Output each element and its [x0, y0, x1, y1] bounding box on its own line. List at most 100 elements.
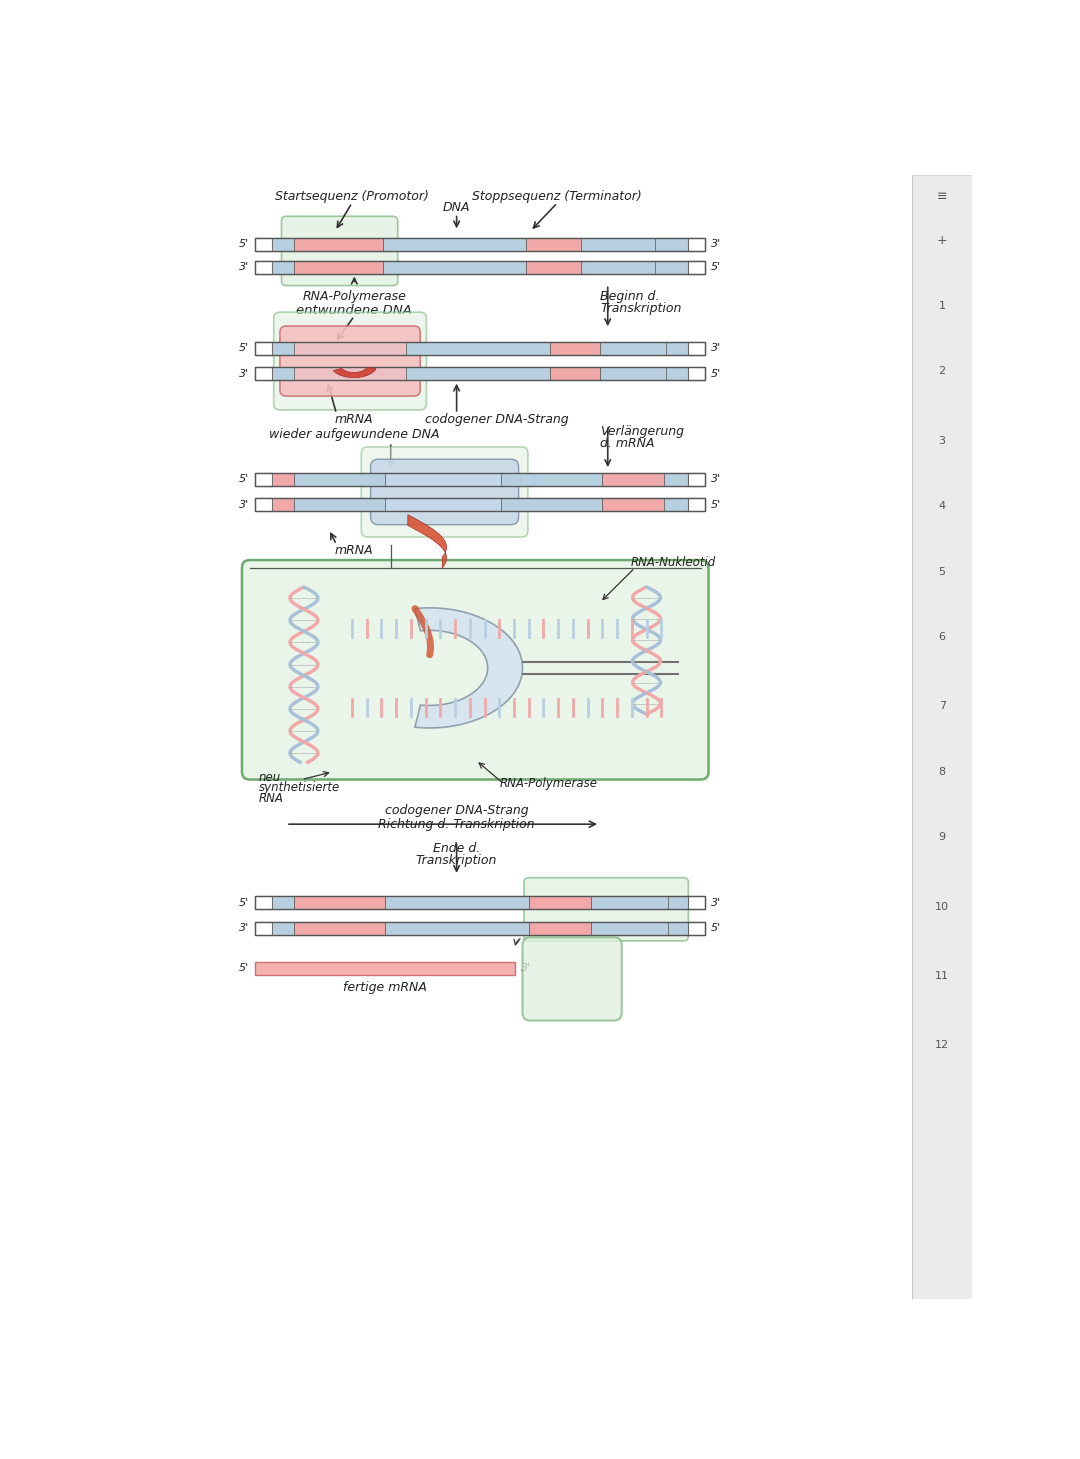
- Bar: [406, 341, 550, 355]
- Bar: [688, 261, 704, 274]
- Text: 1: 1: [939, 301, 946, 311]
- Text: fertige mRNA: fertige mRNA: [343, 980, 427, 994]
- Text: 5': 5': [239, 239, 248, 249]
- Bar: [294, 896, 386, 909]
- Text: 3': 3': [239, 263, 248, 273]
- Text: entwundene DNA: entwundene DNA: [296, 303, 413, 317]
- Bar: [688, 922, 704, 935]
- Bar: [255, 261, 704, 274]
- Text: 6: 6: [939, 632, 946, 642]
- Text: codogener DNA-Strang: codogener DNA-Strang: [426, 413, 569, 426]
- Bar: [526, 261, 581, 274]
- Bar: [255, 238, 704, 251]
- Bar: [255, 341, 704, 355]
- Text: 5': 5': [239, 963, 248, 973]
- Bar: [602, 498, 663, 511]
- FancyBboxPatch shape: [273, 312, 427, 410]
- Bar: [255, 473, 704, 486]
- Text: 8: 8: [939, 767, 946, 776]
- Text: synthetisierte: synthetisierte: [259, 782, 340, 795]
- Bar: [501, 498, 602, 511]
- Bar: [294, 238, 383, 251]
- Text: RNA-Nukleotid: RNA-Nukleotid: [631, 556, 716, 569]
- Bar: [294, 922, 386, 935]
- Bar: [255, 368, 272, 381]
- Polygon shape: [408, 515, 446, 568]
- Bar: [688, 238, 704, 251]
- Bar: [255, 261, 272, 274]
- Text: 5': 5': [239, 343, 248, 353]
- Bar: [255, 473, 704, 486]
- Text: ≡: ≡: [937, 190, 947, 203]
- Text: 3': 3': [239, 499, 248, 509]
- Bar: [688, 473, 704, 486]
- Text: 3': 3': [239, 924, 248, 934]
- Bar: [501, 473, 602, 486]
- Bar: [255, 896, 704, 909]
- Bar: [255, 498, 704, 511]
- Text: 3: 3: [939, 436, 946, 446]
- Text: 5': 5': [239, 897, 248, 907]
- Bar: [688, 341, 704, 355]
- Text: Ende d.: Ende d.: [433, 842, 481, 855]
- Bar: [272, 473, 294, 486]
- Text: Verlängerung: Verlängerung: [600, 425, 684, 438]
- Text: 3': 3': [711, 474, 721, 484]
- Text: codogener DNA-Strang: codogener DNA-Strang: [384, 804, 528, 817]
- Bar: [294, 473, 386, 486]
- Text: 5': 5': [711, 499, 721, 509]
- Bar: [255, 341, 272, 355]
- FancyBboxPatch shape: [282, 216, 397, 286]
- Text: Richtung d. Transkription: Richtung d. Transkription: [378, 817, 535, 830]
- Bar: [581, 261, 656, 274]
- Bar: [526, 238, 581, 251]
- Text: RNA-Polymerase: RNA-Polymerase: [302, 290, 406, 303]
- FancyBboxPatch shape: [523, 937, 622, 1020]
- Bar: [386, 896, 529, 909]
- Text: RNA-Polymerase: RNA-Polymerase: [499, 776, 597, 789]
- Bar: [272, 498, 294, 511]
- FancyBboxPatch shape: [242, 560, 708, 779]
- Bar: [591, 896, 669, 909]
- Bar: [600, 368, 666, 381]
- Bar: [272, 238, 294, 251]
- Bar: [255, 498, 704, 511]
- Text: 5': 5': [239, 474, 248, 484]
- Text: 5': 5': [711, 369, 721, 379]
- Text: neu: neu: [259, 770, 281, 783]
- Text: 12: 12: [935, 1040, 949, 1050]
- Polygon shape: [334, 368, 376, 378]
- Text: Startsequenz (Promotor): Startsequenz (Promotor): [275, 190, 429, 203]
- Bar: [255, 368, 704, 381]
- Text: Beginn d.: Beginn d.: [600, 290, 660, 303]
- Text: Transkription: Transkription: [600, 302, 681, 315]
- Text: 3': 3': [239, 369, 248, 379]
- Text: 5: 5: [939, 566, 946, 576]
- Bar: [255, 896, 704, 909]
- Bar: [255, 961, 515, 975]
- Text: 9: 9: [939, 832, 946, 842]
- Bar: [688, 896, 704, 909]
- Bar: [255, 922, 272, 935]
- Text: 7: 7: [939, 702, 946, 712]
- Text: 3': 3': [711, 343, 721, 353]
- Text: 2: 2: [939, 366, 946, 376]
- Bar: [600, 341, 666, 355]
- Bar: [688, 498, 704, 511]
- Bar: [550, 341, 600, 355]
- Bar: [272, 261, 294, 274]
- Bar: [255, 368, 704, 381]
- Bar: [272, 922, 294, 935]
- Bar: [913, 175, 972, 1299]
- Bar: [591, 922, 669, 935]
- Text: 3': 3': [711, 897, 721, 907]
- Text: mRNA: mRNA: [335, 544, 374, 556]
- Bar: [255, 498, 272, 511]
- Bar: [383, 261, 526, 274]
- Text: 4: 4: [939, 502, 946, 511]
- Text: 5': 5': [711, 924, 721, 934]
- Text: wieder aufgewundene DNA: wieder aufgewundene DNA: [269, 427, 440, 441]
- Bar: [386, 922, 529, 935]
- Bar: [255, 261, 704, 274]
- Bar: [294, 498, 386, 511]
